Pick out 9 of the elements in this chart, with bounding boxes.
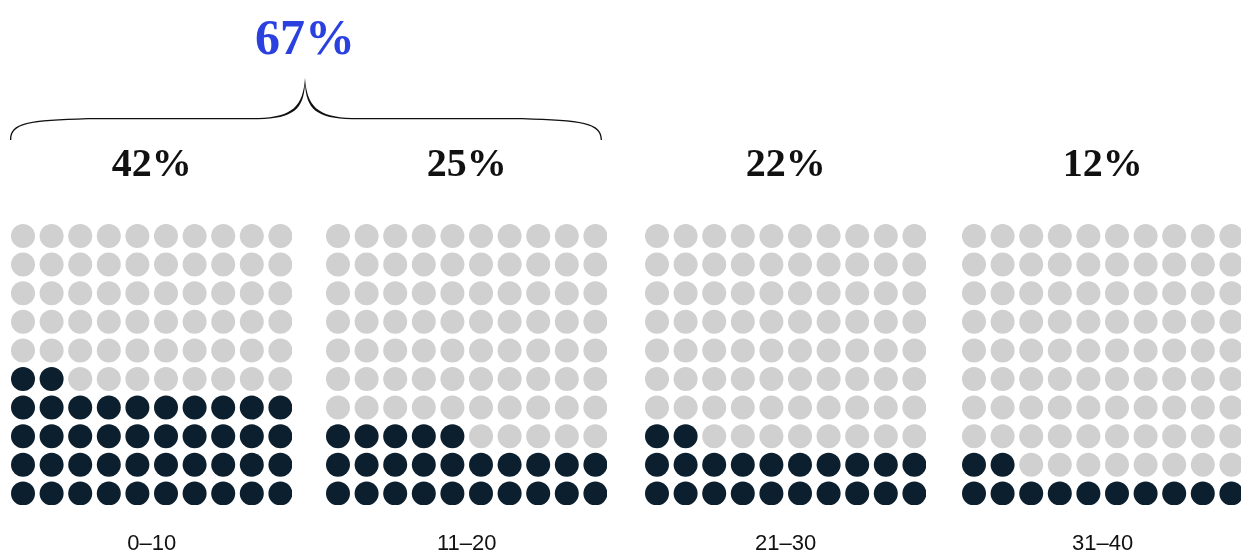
category-label: 0–10 — [127, 530, 177, 555]
category-label: 31–40 — [1072, 530, 1134, 555]
text: 67% — [255, 9, 355, 65]
category-label: 11–20 — [436, 530, 497, 555]
data-label: 22% — [745, 140, 826, 185]
category-label: 21–30 — [755, 530, 817, 555]
data-label: 12% — [1062, 140, 1143, 185]
data-label: 25% — [426, 140, 507, 185]
data-label: 42% — [111, 140, 192, 185]
